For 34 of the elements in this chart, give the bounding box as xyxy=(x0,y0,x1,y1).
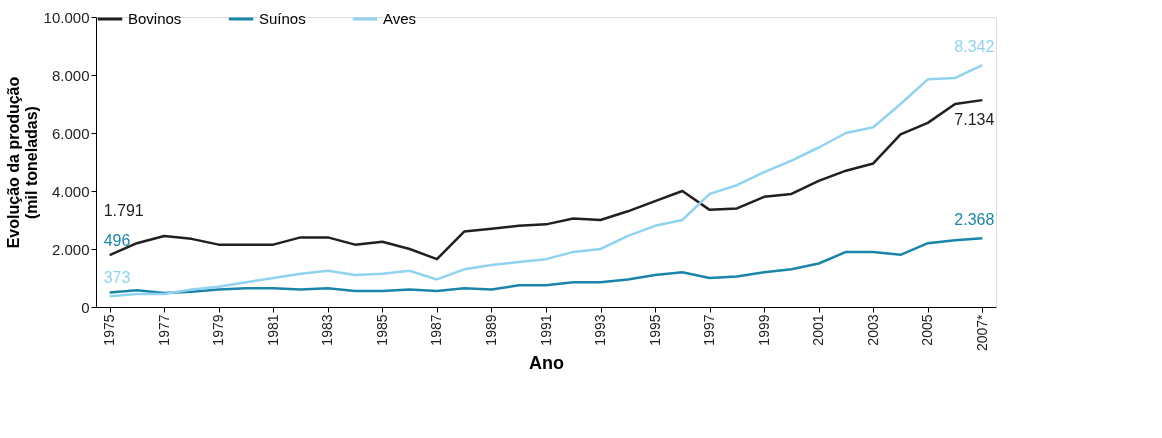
x-tick-label: 1977 xyxy=(155,314,172,346)
x-tick-label: 1983 xyxy=(319,314,336,346)
x-tick-label: 1975 xyxy=(101,314,118,346)
x-tick-label: 1989 xyxy=(482,314,499,346)
y-tick-label: 4.000 xyxy=(51,182,90,200)
x-tick-label: 1995 xyxy=(646,314,663,346)
x-tick-label: 1987 xyxy=(428,314,445,346)
x-tick-label: 1991 xyxy=(537,314,554,346)
y-tick-label: 0 xyxy=(81,298,90,316)
x-tick-label: 2007* xyxy=(973,313,990,352)
y-tick-label: 10.000 xyxy=(43,8,90,26)
x-tick-label: 1999 xyxy=(755,314,772,346)
x-tick-label: 1979 xyxy=(210,314,227,346)
annotation: 7.134 xyxy=(954,111,995,129)
legend-label: Bovinos xyxy=(128,10,182,27)
x-tick-label: 2003 xyxy=(864,314,881,346)
annotation: 1.791 xyxy=(103,202,144,220)
x-tick-label: 1993 xyxy=(592,314,609,346)
x-tick-label: 1997 xyxy=(701,314,718,346)
legend-label: Suínos xyxy=(259,10,306,27)
y-tick-label: 8.000 xyxy=(51,66,90,84)
y-axis-title: Evolução da produção (mil toneladas) xyxy=(4,76,40,249)
y-tick-label: 6.000 xyxy=(51,124,90,142)
x-axis-title: Ano xyxy=(529,353,564,374)
x-tick-label: 2005 xyxy=(919,314,936,346)
annotation: 8.342 xyxy=(954,38,995,56)
x-tick-label: 1985 xyxy=(373,314,390,346)
annotation: 2.368 xyxy=(954,211,995,229)
x-tick-label: 2001 xyxy=(810,314,827,346)
annotation: 373 xyxy=(103,269,131,287)
legend-label: Aves xyxy=(383,10,417,27)
annotation: 496 xyxy=(103,231,131,249)
y-tick-label: 2.000 xyxy=(51,240,90,258)
x-tick-label: 1981 xyxy=(264,314,281,346)
